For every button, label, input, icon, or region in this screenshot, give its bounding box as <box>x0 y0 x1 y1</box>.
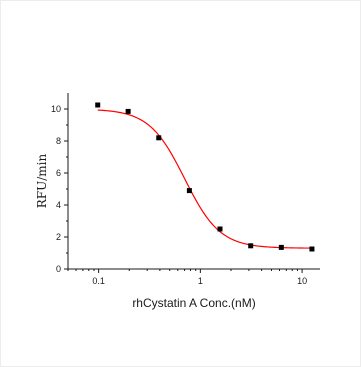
y-tick-label: 2 <box>56 232 61 242</box>
x-tick-label: 0.1 <box>92 276 105 286</box>
data-point <box>186 188 192 194</box>
data-point <box>309 246 315 252</box>
data-point <box>95 102 101 108</box>
y-tick-label: 8 <box>56 136 61 146</box>
fit-curve <box>97 109 312 249</box>
axes <box>67 93 320 270</box>
x-axis-title: rhCystatin A Conc.(nM) <box>132 296 255 310</box>
x-tick-label: 10 <box>297 276 307 286</box>
data-point <box>278 244 284 250</box>
y-tick-label: 10 <box>51 104 61 114</box>
data-point <box>125 108 131 114</box>
y-tick-label: 0 <box>56 264 61 274</box>
tick-labels: 0.1 1 10 0 2 4 6 8 10 <box>51 104 307 286</box>
axis-ticks <box>64 108 303 273</box>
data-point <box>156 135 162 141</box>
data-points <box>95 102 315 252</box>
x-tick-label: 1 <box>198 276 203 286</box>
y-axis-title: RFU/min <box>35 154 49 209</box>
y-tick-label: 4 <box>56 200 61 210</box>
data-point <box>248 243 254 249</box>
y-tick-label: 6 <box>56 168 61 178</box>
data-point <box>217 226 223 232</box>
